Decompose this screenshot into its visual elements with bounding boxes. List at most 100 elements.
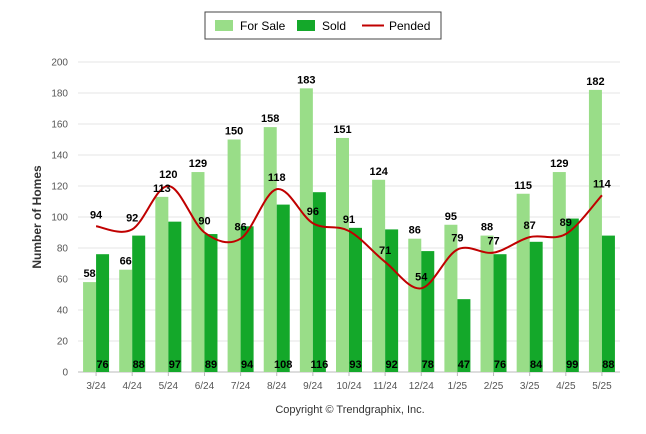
data-labels: 58 76 66 88 113 97 129 89 150 94 158 108 183 116 151 93…	[83, 74, 614, 371]
bar-sold	[132, 235, 146, 372]
pended-value-label: 120	[159, 169, 177, 181]
y-tick-label: 100	[51, 213, 68, 224]
bar-for-sale	[155, 196, 169, 372]
for-sale-value-label: 113	[153, 183, 171, 195]
pended-value-label: 54	[415, 271, 428, 283]
bar-for-sale	[372, 179, 386, 372]
legend-label-sold: Sold	[322, 19, 346, 33]
y-tick-label: 80	[57, 244, 69, 255]
y-tick-label: 160	[51, 120, 68, 131]
bar-for-sale	[336, 137, 349, 372]
x-tick-label: 5/24	[159, 381, 179, 392]
x-tick-label: 12/24	[409, 381, 434, 392]
legend-swatch-sold	[297, 20, 315, 31]
x-tick-label: 1/25	[448, 381, 468, 392]
for-sale-value-label: 124	[369, 166, 388, 178]
for-sale-value-label: 88	[481, 222, 493, 234]
y-axis-label: Number of Homes	[30, 165, 44, 269]
bar-sold	[204, 234, 218, 372]
bar-sold	[529, 241, 543, 372]
copyright: Copyright © Trendgraphix, Inc.	[275, 404, 424, 416]
pended-value-label: 92	[126, 212, 138, 224]
pended-value-label: 114	[593, 178, 612, 190]
sold-value-label: 89	[205, 359, 217, 371]
legend-swatch-for-sale	[215, 20, 233, 31]
y-tick-label: 180	[51, 89, 68, 100]
x-tick-label: 8/24	[267, 381, 287, 392]
bar-for-sale	[263, 127, 277, 372]
pended-value-label: 94	[90, 209, 103, 221]
pended-value-label: 79	[451, 233, 463, 245]
bar-sold	[421, 251, 435, 372]
x-tick-label: 4/25	[556, 381, 576, 392]
x-tick-label: 2/25	[484, 381, 504, 392]
bar-sold	[565, 218, 579, 372]
pended-value-label: 71	[379, 245, 391, 257]
for-sale-value-label: 158	[261, 113, 279, 125]
sold-value-label: 76	[494, 359, 506, 371]
sold-value-label: 47	[458, 359, 470, 371]
pended-value-label: 90	[198, 216, 210, 228]
x-tick-label: 4/24	[122, 381, 142, 392]
x-tick-label: 10/24	[336, 381, 361, 392]
sold-value-label: 78	[422, 359, 434, 371]
sold-value-label: 76	[96, 359, 108, 371]
for-sale-value-label: 115	[514, 180, 532, 192]
bar-for-sale	[408, 238, 422, 372]
x-tick-label: 9/24	[303, 381, 323, 392]
pended-value-label: 96	[307, 206, 319, 218]
legend-box	[204, 11, 442, 40]
x-axis: 3/24 4/24 5/24 6/24 7/24 8/24 9/24 10/24 11/24 12…	[86, 372, 612, 392]
for-sale-value-label: 95	[445, 211, 457, 223]
bar-for-sale	[191, 172, 205, 372]
bar-sold	[457, 299, 471, 372]
bar-sold	[601, 235, 615, 372]
x-tick-label: 7/24	[231, 381, 251, 392]
bar-for-sale	[588, 89, 602, 373]
pended-value-label: 89	[560, 217, 572, 229]
bar-for-sale	[444, 224, 458, 372]
for-sale-value-label: 58	[83, 268, 95, 280]
sold-value-label: 108	[274, 359, 292, 371]
legend-label-for-sale: For Sale	[240, 19, 286, 33]
sold-value-label: 84	[530, 359, 543, 371]
bars	[83, 88, 615, 373]
bar-sold	[493, 254, 507, 372]
for-sale-value-label: 182	[586, 76, 604, 88]
y-tick-label: 60	[57, 275, 69, 286]
sold-value-label: 116	[310, 359, 328, 371]
for-sale-value-label: 151	[333, 124, 351, 136]
y-tick-label: 0	[62, 368, 68, 379]
sold-value-label: 88	[133, 359, 145, 371]
y-tick-label: 200	[51, 58, 68, 69]
legend: For Sale Sold Pended	[204, 11, 442, 40]
bar-for-sale	[83, 282, 97, 372]
y-axis: 0 20 40 60 80 100 120 140 160 180 200	[51, 58, 68, 379]
bar-for-sale	[227, 139, 241, 372]
for-sale-value-label: 129	[550, 158, 568, 170]
bar-sold	[349, 227, 362, 372]
for-sale-value-label: 150	[225, 126, 243, 138]
bar-for-sale	[552, 172, 566, 372]
for-sale-value-label: 183	[297, 74, 315, 86]
for-sale-value-label: 86	[409, 225, 421, 237]
y-tick-label: 120	[51, 182, 68, 193]
pended-value-label: 86	[234, 222, 246, 234]
sold-value-label: 97	[169, 359, 181, 371]
legend-label-pended: Pended	[389, 19, 430, 33]
sold-value-label: 93	[349, 359, 361, 371]
bar-sold	[240, 226, 254, 372]
bar-sold	[168, 221, 182, 372]
x-tick-label: 5/25	[592, 381, 612, 392]
sold-value-label: 88	[602, 359, 614, 371]
sold-value-label: 94	[241, 359, 254, 371]
y-tick-label: 40	[57, 306, 69, 317]
for-sale-value-label: 129	[189, 158, 207, 170]
x-tick-label: 3/24	[86, 381, 106, 392]
for-sale-value-label: 66	[120, 256, 132, 268]
pended-value-label: 91	[343, 214, 355, 226]
x-tick-label: 6/24	[195, 381, 215, 392]
bar-for-sale	[299, 88, 313, 372]
bar-for-sale	[480, 235, 494, 372]
